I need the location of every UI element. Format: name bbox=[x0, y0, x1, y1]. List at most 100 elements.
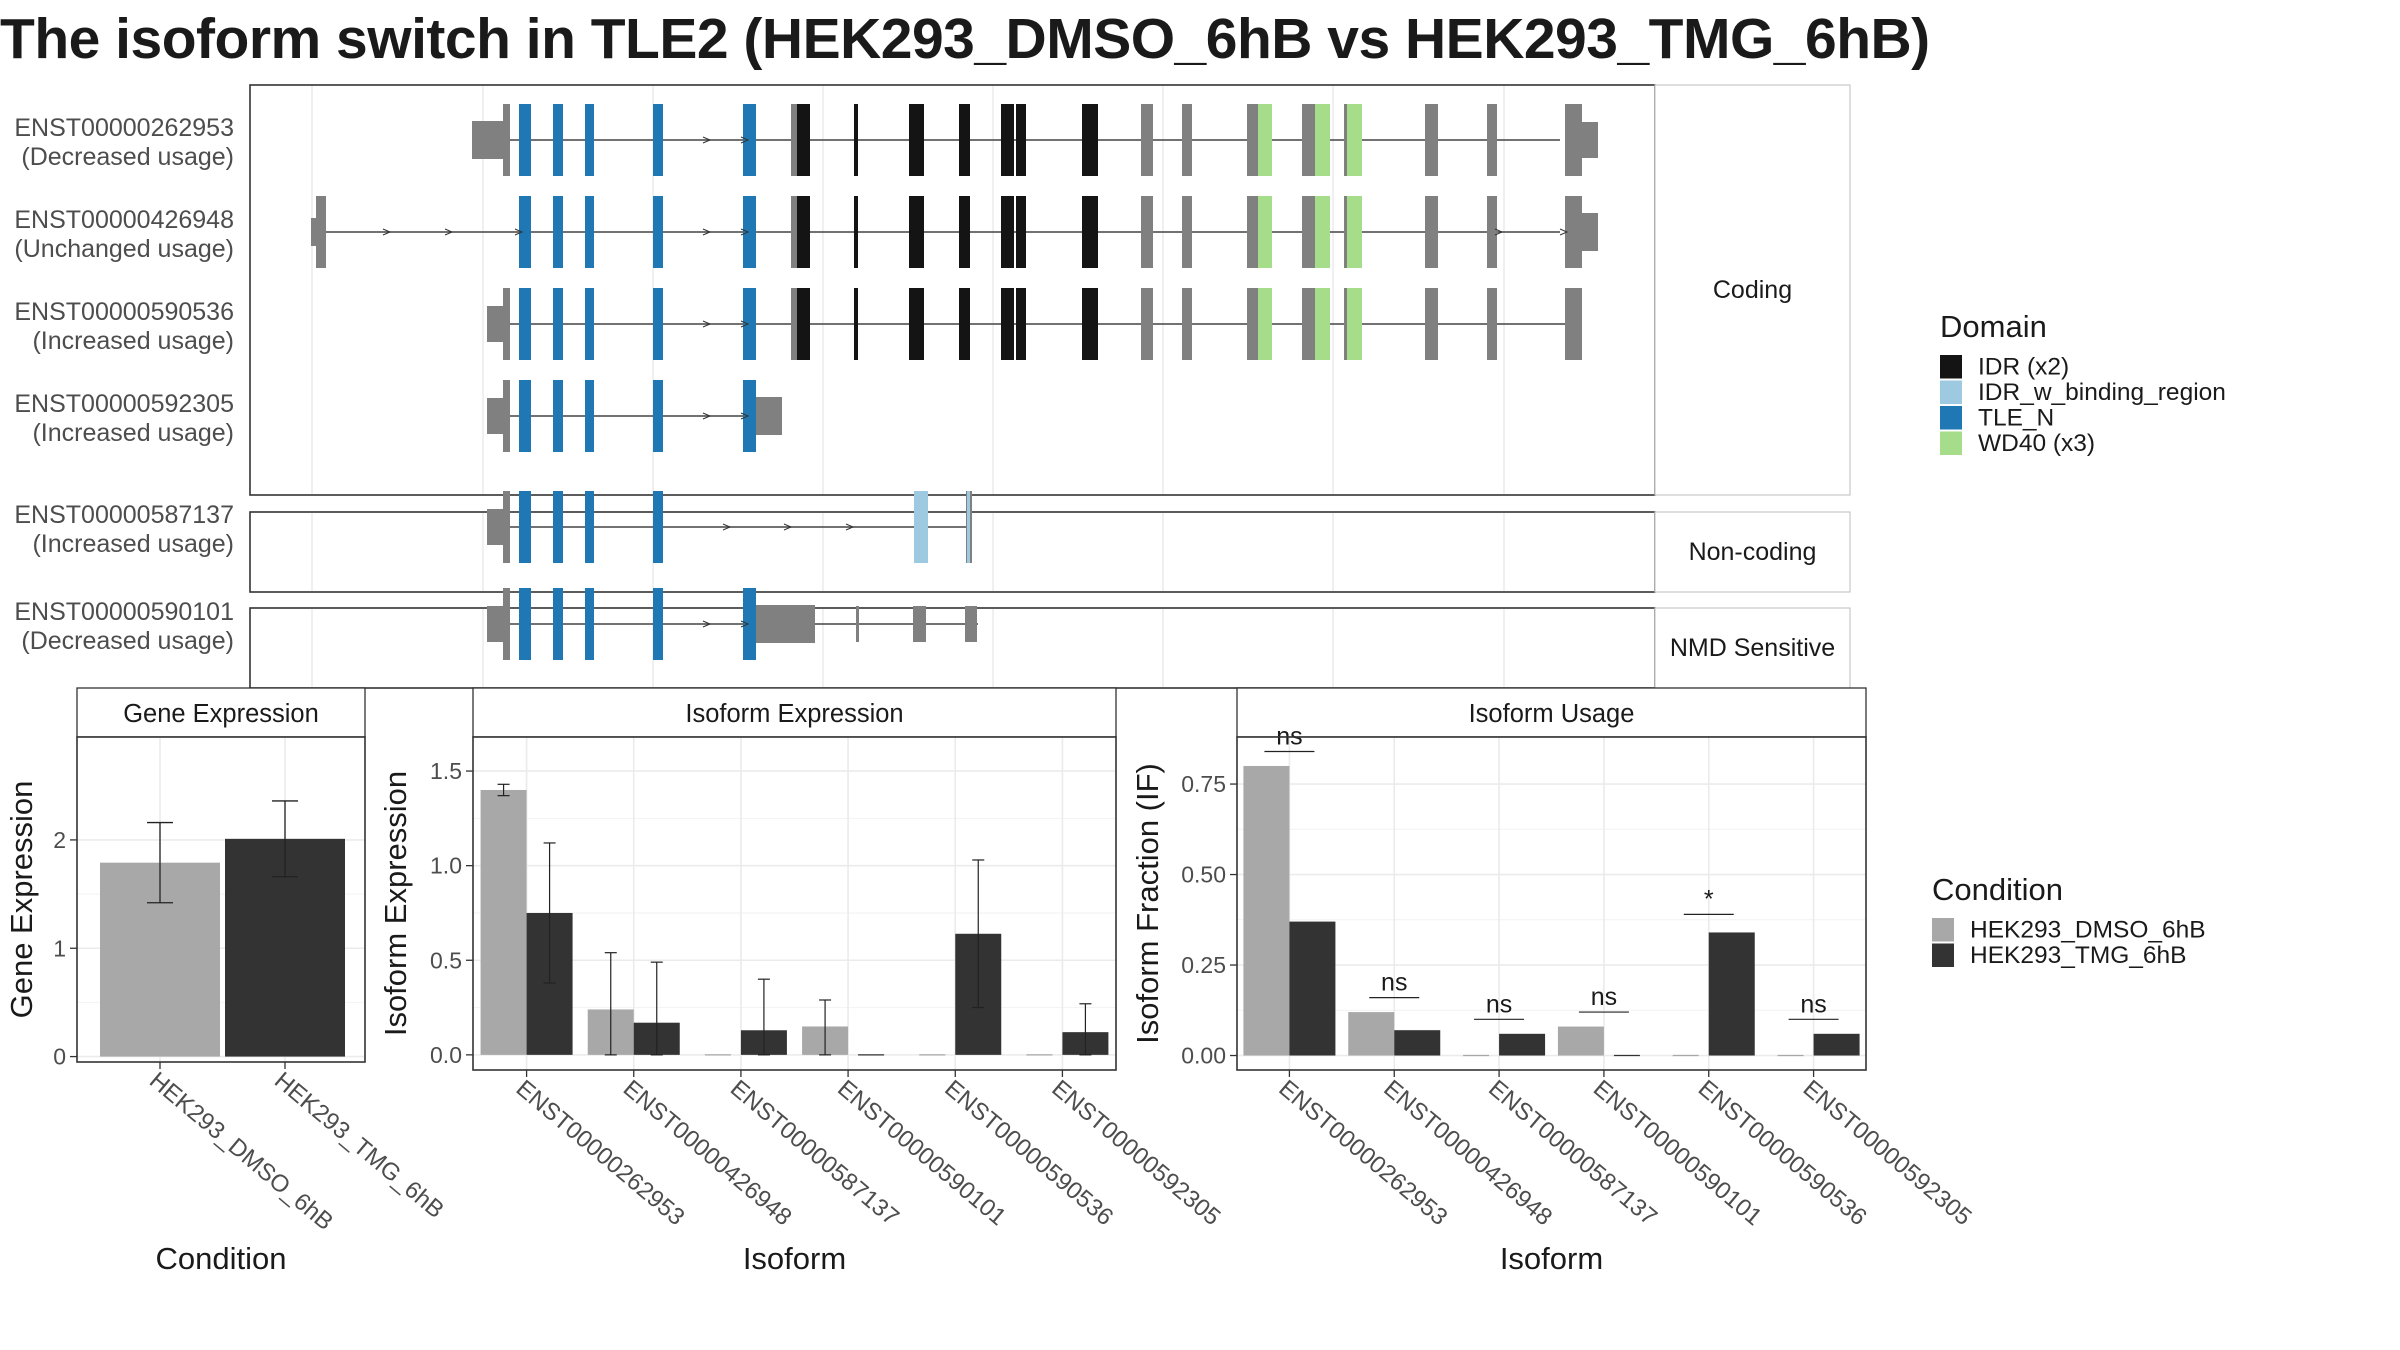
intron-arrow bbox=[702, 320, 712, 328]
tle-n-domain-exon bbox=[743, 380, 756, 452]
tle-n-domain-exon bbox=[585, 196, 594, 268]
exon bbox=[791, 104, 799, 176]
tle-n-domain-exon bbox=[653, 588, 663, 660]
bar-HEK293_DMSO_6hB-ENST00000262953 bbox=[480, 789, 527, 1055]
exon bbox=[1247, 104, 1261, 176]
chart-strip bbox=[1236, 687, 1867, 738]
intron-arrow bbox=[444, 228, 454, 236]
legend-label: IDR (x2) bbox=[1978, 354, 2069, 381]
structure-panel bbox=[249, 607, 1656, 689]
transcript-ENST00000262953: ENST00000262953(Decreased usage) bbox=[14, 104, 1598, 176]
transcript-ENST00000592305: ENST00000592305(Increased usage) bbox=[14, 380, 782, 452]
intron-arrow bbox=[722, 523, 732, 531]
idr-domain-exon bbox=[797, 196, 801, 268]
chart-strip-title: Isoform Usage bbox=[1469, 700, 1635, 728]
idr-domain-exon bbox=[1001, 288, 1014, 360]
plot-border bbox=[1236, 736, 1867, 1071]
tle-n-domain-exon bbox=[653, 491, 663, 563]
transcript-ENST00000590536: ENST00000590536(Increased usage) bbox=[14, 288, 1582, 360]
intron-arrow bbox=[740, 320, 750, 328]
tle-n-domain-exon bbox=[653, 380, 663, 452]
exon bbox=[1425, 288, 1438, 360]
utr-exon bbox=[756, 397, 782, 435]
tle-n-domain-exon bbox=[519, 196, 531, 268]
exon bbox=[1247, 288, 1261, 360]
intron-arrow bbox=[702, 620, 712, 628]
wd40-domain-exon bbox=[1347, 196, 1362, 268]
legend-key bbox=[1940, 380, 1962, 404]
domain-legend: Domain IDR (x2)IDR_w_binding_regionTLE_NW… bbox=[1940, 309, 2226, 457]
intron-arrow bbox=[1494, 228, 1504, 236]
utr-exon bbox=[1578, 213, 1598, 251]
wd40-domain-exon bbox=[1258, 288, 1272, 360]
legend-key bbox=[1940, 406, 1962, 430]
idr-binding-exon bbox=[967, 491, 970, 563]
tle-n-domain-exon bbox=[553, 196, 563, 268]
wd40-domain-exon bbox=[1258, 104, 1272, 176]
chart-strip-title: Isoform Expression bbox=[685, 700, 903, 728]
transcript-usage-label: (Decreased usage) bbox=[21, 627, 234, 655]
exon bbox=[1565, 196, 1582, 268]
tle-n-domain-exon bbox=[519, 288, 531, 360]
legend-key bbox=[1940, 355, 1962, 379]
y-tick-label: 0 bbox=[53, 1044, 66, 1070]
idr-domain-exon bbox=[1016, 288, 1026, 360]
legend-key bbox=[1932, 918, 1954, 942]
bar-HEK293_DMSO_6hB-ENST00000262953 bbox=[1243, 765, 1290, 1056]
plot-border bbox=[76, 736, 366, 1063]
idr-domain-exon bbox=[909, 104, 924, 176]
exon bbox=[791, 288, 799, 360]
y-tick-label: 0.0 bbox=[430, 1042, 462, 1068]
tle-n-domain-exon bbox=[519, 380, 531, 452]
significance-label: * bbox=[1704, 885, 1714, 913]
intron-arrow bbox=[740, 620, 750, 628]
facet-strip-label: Non-coding bbox=[1689, 538, 1817, 566]
legend-label: HEK293_DMSO_6hB bbox=[1970, 917, 2206, 944]
exon bbox=[1302, 196, 1315, 268]
idr-domain-exon bbox=[1001, 104, 1014, 176]
transcript-id-label: ENST00000590101 bbox=[14, 598, 234, 626]
exon bbox=[1141, 288, 1153, 360]
idr-domain-exon bbox=[959, 288, 970, 360]
utr-exon bbox=[472, 121, 508, 159]
y-axis-title: Gene Expression bbox=[4, 781, 39, 1019]
legend-key bbox=[1940, 431, 1962, 455]
exon bbox=[503, 380, 510, 452]
exon bbox=[791, 196, 799, 268]
tle-n-domain-exon bbox=[743, 196, 756, 268]
transcript-ENST00000590101: ENST00000590101(Decreased usage) bbox=[14, 588, 978, 660]
idr-domain-exon bbox=[909, 196, 924, 268]
tle-n-domain-exon bbox=[585, 104, 594, 176]
bar-HEK293_TMG_6hB-ENST00000590536 bbox=[1708, 932, 1755, 1056]
intron-arrow bbox=[702, 136, 712, 144]
exon bbox=[856, 606, 859, 642]
utr-exon bbox=[311, 218, 318, 246]
plot-area bbox=[1237, 737, 1866, 1070]
utr-exon bbox=[487, 509, 508, 545]
transcript-usage-label: (Increased usage) bbox=[32, 530, 234, 558]
significance-label: ns bbox=[1486, 990, 1512, 1018]
transcript-id-label: ENST00000426948 bbox=[14, 206, 234, 234]
exon bbox=[1182, 104, 1192, 176]
exon bbox=[1141, 196, 1153, 268]
tle-n-domain-exon bbox=[653, 196, 663, 268]
transcript-usage-label: (Decreased usage) bbox=[21, 143, 234, 171]
utr-exon bbox=[487, 398, 508, 434]
idr-domain-exon bbox=[801, 196, 810, 268]
tle-n-domain-exon bbox=[743, 288, 756, 360]
intron-arrow bbox=[783, 523, 793, 531]
exon bbox=[1182, 288, 1192, 360]
utr-exon bbox=[756, 605, 815, 643]
x-tick-label: ENST00000426948 bbox=[1378, 1075, 1557, 1231]
y-tick-label: 1.5 bbox=[430, 758, 462, 784]
transcript-id-label: ENST00000262953 bbox=[14, 114, 234, 142]
wd40-domain-exon bbox=[1347, 288, 1362, 360]
utr-exon bbox=[487, 606, 508, 642]
transcript-usage-label: (Increased usage) bbox=[32, 419, 234, 447]
exon bbox=[503, 588, 510, 660]
exon bbox=[1302, 288, 1315, 360]
intron-arrow bbox=[514, 228, 524, 236]
utr-exon bbox=[487, 306, 508, 342]
wd40-domain-exon bbox=[1315, 104, 1330, 176]
